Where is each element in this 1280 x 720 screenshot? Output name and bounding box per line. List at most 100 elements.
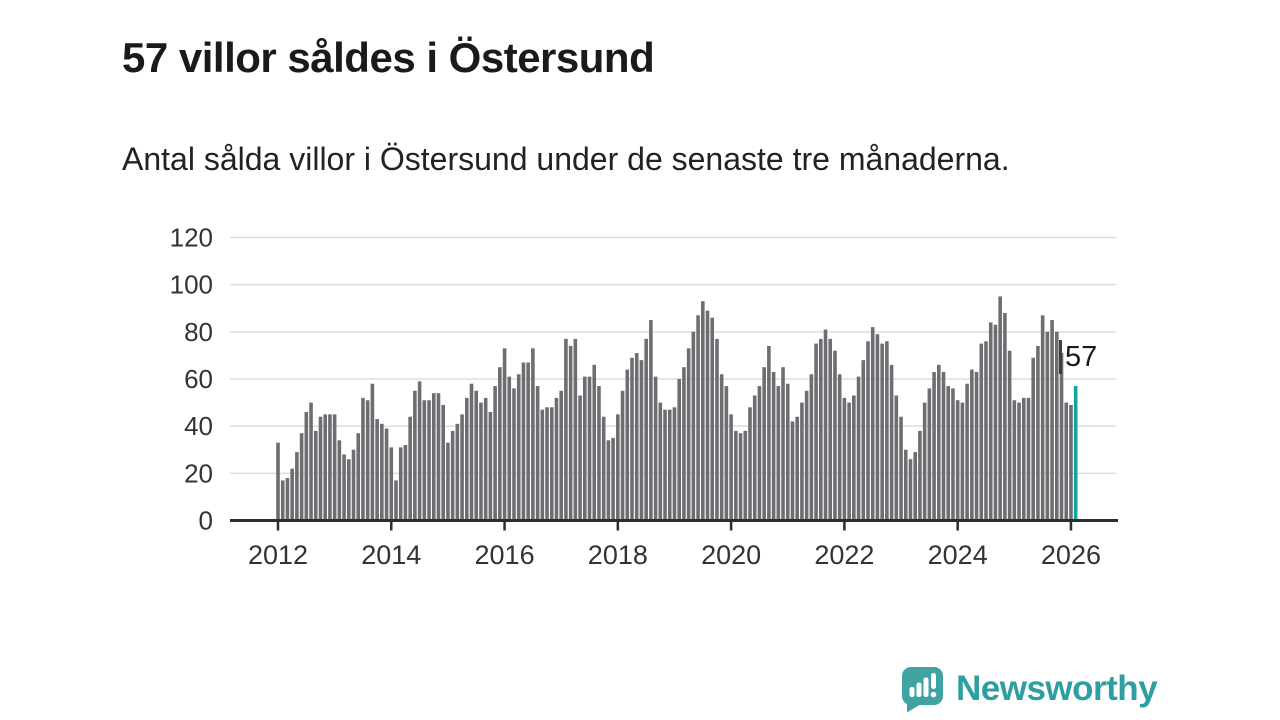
bar [842, 397, 847, 521]
brand-logo: Newsworthy [898, 664, 1158, 713]
bar [639, 360, 644, 521]
bar [852, 395, 856, 521]
y-axis-tick-label: 80 [184, 317, 213, 347]
bar [951, 388, 955, 521]
bar [927, 388, 932, 521]
bar [1031, 357, 1035, 521]
bar [625, 369, 630, 521]
bar [304, 412, 309, 521]
bar [1040, 315, 1045, 521]
bar [738, 433, 743, 521]
bar [545, 407, 549, 521]
bar [408, 416, 412, 521]
bar [804, 390, 809, 521]
bar [908, 459, 913, 521]
bar [691, 331, 696, 521]
bar [875, 334, 880, 521]
bar [535, 386, 540, 521]
bar [776, 386, 781, 521]
bar [790, 421, 795, 521]
bar [564, 338, 568, 521]
bar [913, 452, 917, 521]
bar [441, 404, 445, 521]
bar [979, 343, 984, 521]
bar [937, 364, 941, 521]
x-axis-tick-label: 2018 [588, 540, 648, 570]
bar [431, 393, 436, 521]
bar [328, 414, 332, 521]
bar [337, 440, 342, 521]
bar [809, 374, 814, 521]
bar [290, 468, 294, 521]
brand-wordmark: Newsworthy [956, 668, 1158, 708]
bar [559, 390, 563, 521]
bar [918, 430, 922, 521]
bar [568, 345, 573, 521]
bar [993, 324, 998, 521]
bar [837, 374, 842, 521]
bar [1064, 402, 1069, 521]
bar [729, 414, 733, 521]
bar [970, 369, 974, 521]
x-axis-tick-label: 2012 [248, 540, 308, 570]
bar [795, 416, 799, 521]
bar [922, 402, 927, 521]
bar [455, 423, 460, 521]
bar [885, 341, 889, 521]
bar [819, 338, 823, 521]
bar [653, 376, 658, 521]
bar [955, 400, 960, 521]
bar [998, 296, 1002, 521]
bar [323, 414, 327, 521]
bar [507, 376, 512, 521]
bar [616, 414, 620, 521]
bar [828, 338, 833, 521]
bar [1017, 402, 1021, 521]
bar [592, 364, 597, 521]
bar [696, 315, 700, 521]
bar [682, 367, 686, 521]
bar [295, 452, 299, 521]
bar [814, 343, 818, 521]
bar [889, 364, 894, 521]
page-title: 57 villor såldes i Östersund [122, 34, 655, 82]
bar [483, 397, 488, 521]
bar [823, 329, 828, 521]
bar [384, 428, 389, 521]
bar [899, 416, 903, 521]
bar [672, 407, 677, 521]
bar [715, 338, 719, 521]
bar [719, 374, 724, 521]
bar [781, 367, 785, 521]
bar [413, 390, 417, 521]
bar [611, 437, 615, 521]
bar [1021, 397, 1026, 521]
bar [658, 402, 663, 521]
x-axis-tick-label: 2014 [361, 540, 421, 570]
bar [1050, 320, 1054, 521]
bar [427, 400, 431, 521]
bar [757, 386, 762, 521]
bar [313, 430, 318, 521]
bar [785, 383, 790, 521]
bar [512, 388, 516, 521]
bar [748, 407, 752, 521]
bar [1045, 331, 1050, 521]
bar [342, 454, 346, 521]
bar [701, 301, 705, 521]
x-axis-tick-label: 2026 [1041, 540, 1101, 570]
bar [705, 310, 710, 521]
bar [1003, 312, 1007, 521]
bar [866, 341, 870, 521]
bar [460, 414, 464, 521]
bar [894, 395, 899, 521]
bar [394, 480, 398, 521]
bar [1007, 350, 1012, 521]
bar [361, 397, 365, 521]
bar [800, 402, 804, 521]
bar [446, 442, 450, 521]
bar [767, 345, 771, 521]
value-callout: 57 [1059, 340, 1097, 374]
